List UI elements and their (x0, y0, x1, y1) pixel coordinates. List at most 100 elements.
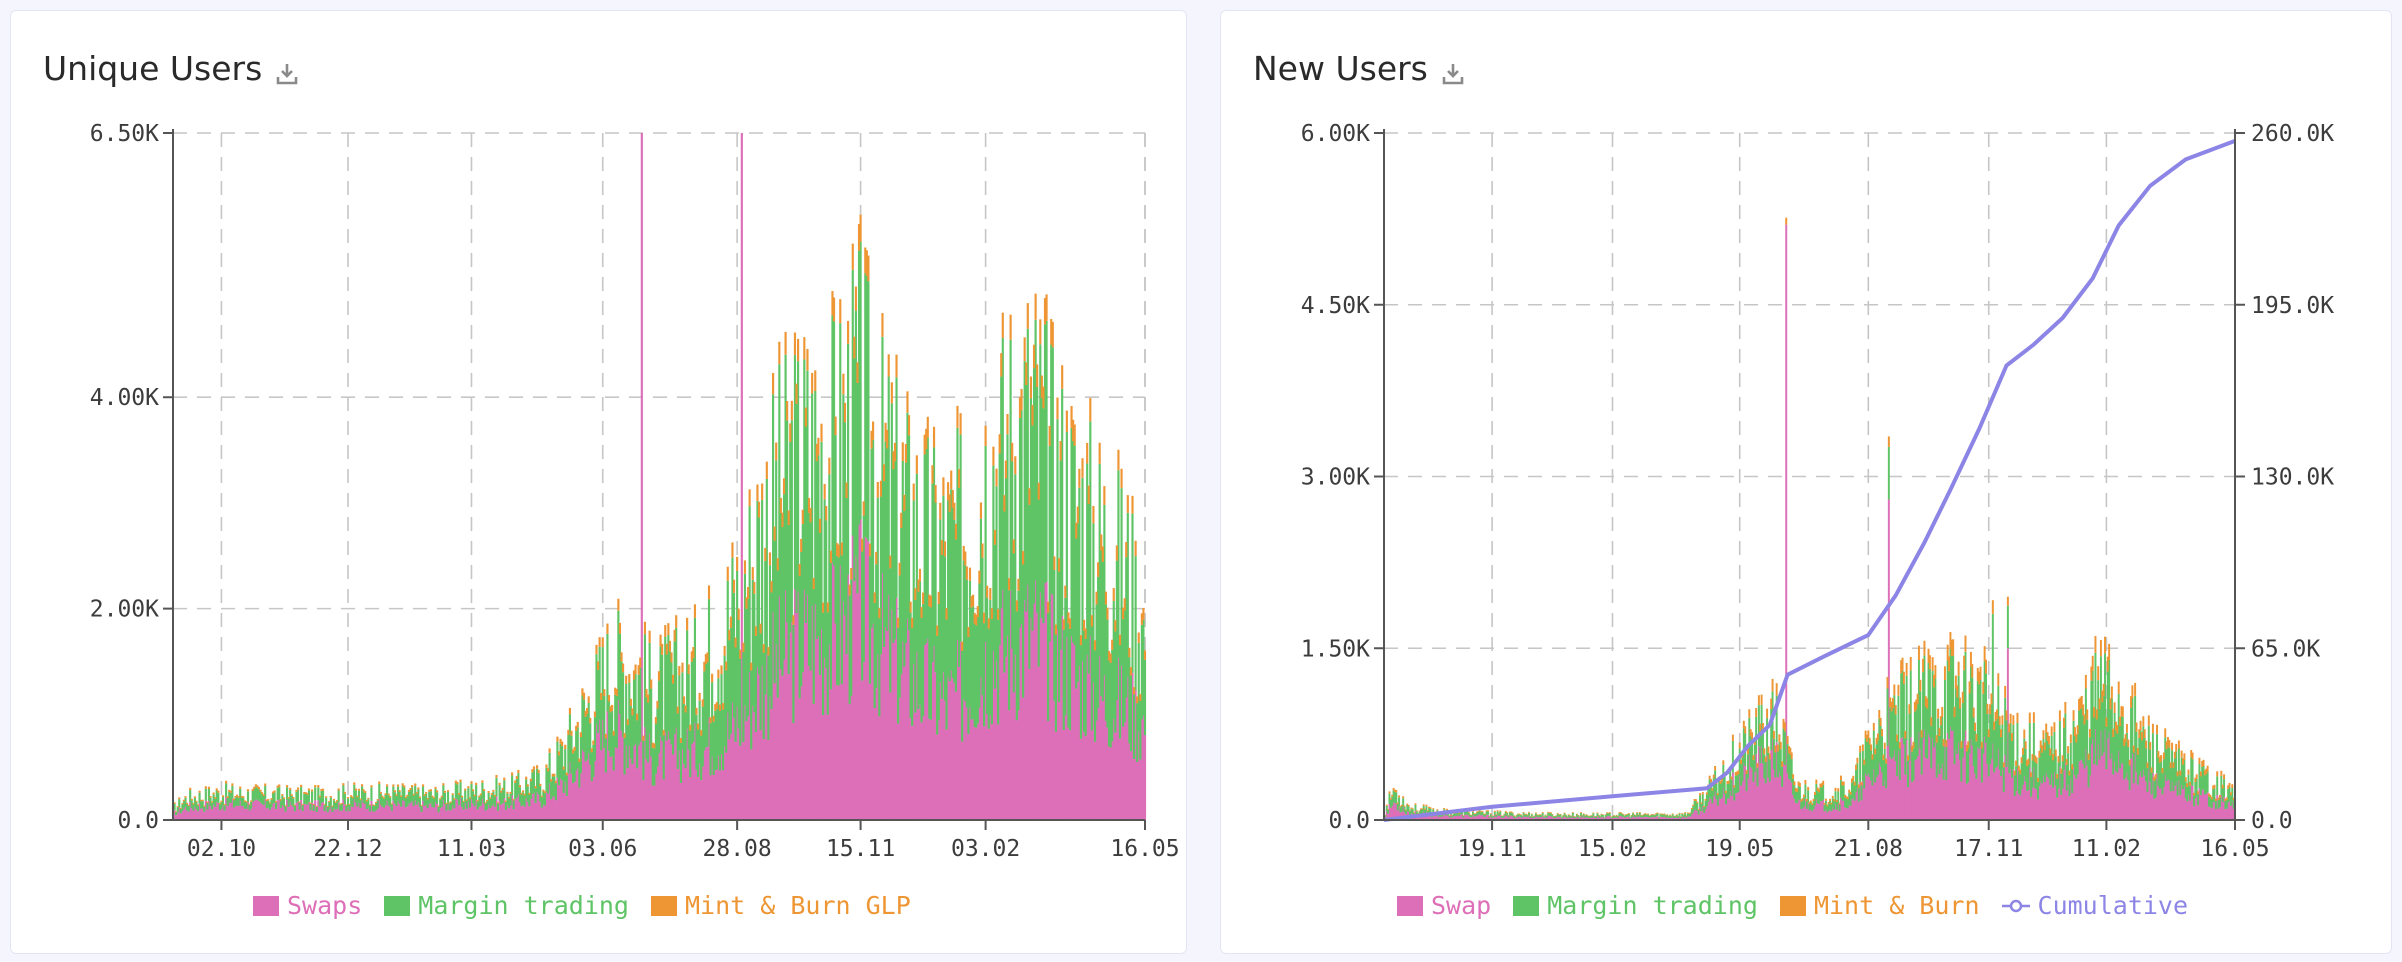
bar-segment (628, 682, 631, 746)
bar-segment (2176, 771, 2179, 777)
bar-segment (626, 725, 629, 769)
bar-segment (2227, 785, 2230, 789)
bar-segment (1648, 817, 1651, 820)
bar-segment (1143, 735, 1147, 820)
bar-segment (853, 358, 856, 582)
bar-segment (2116, 733, 2119, 773)
bar-segment (242, 797, 245, 807)
bar-segment (2149, 742, 2152, 750)
bar-segment (2231, 801, 2234, 820)
legend-item-margin-trading[interactable]: Margin trading (1513, 891, 1758, 920)
bar-segment (354, 788, 357, 791)
bar-segment (348, 803, 351, 806)
bar-segment (1084, 638, 1087, 737)
bar-segment (651, 785, 654, 820)
bar-segment (1896, 741, 1899, 777)
bar-segment (453, 799, 456, 809)
bar-segment (1849, 794, 1852, 806)
bar-segment (1889, 756, 1892, 820)
bar-segment (987, 618, 990, 629)
bar-segment (1396, 803, 1399, 811)
bar-segment (1618, 812, 1621, 814)
bar-segment (306, 793, 309, 795)
bar-segment (228, 791, 231, 803)
bar-segment (1036, 364, 1039, 388)
bar-segment (1422, 804, 1425, 806)
bar-segment (2001, 715, 2004, 725)
bar-segment (1662, 814, 1665, 817)
bar-segment (521, 792, 525, 805)
bar-segment (1991, 743, 1994, 820)
bar-segment (1664, 814, 1667, 816)
bar-segment (2132, 752, 2135, 784)
bar-segment (511, 795, 514, 820)
legend-item-mint-burn-glp[interactable]: Mint & Burn GLP (650, 891, 911, 920)
bar-segment (1403, 805, 1406, 807)
bar-segment (929, 595, 932, 608)
bar-segment (256, 785, 259, 788)
bar-segment (434, 788, 437, 803)
download-icon[interactable] (1440, 56, 1466, 84)
bar-segment (204, 788, 207, 801)
legend-item-swaps[interactable]: Swaps (253, 891, 362, 920)
bar-segment (948, 494, 951, 512)
bar-segment (267, 800, 270, 808)
bar-segment (1025, 611, 1028, 820)
bar-segment (225, 783, 228, 798)
bar-segment (206, 801, 209, 803)
bar-segment (1001, 338, 1004, 590)
bar-segment (1820, 801, 1823, 820)
bar-segment (707, 599, 711, 718)
bar-segment (1507, 815, 1510, 816)
legend-item-margin-trading[interactable]: Margin trading (384, 891, 629, 920)
bar-segment (2101, 702, 2104, 756)
bar-segment (1760, 704, 1763, 747)
bar-segment (1618, 816, 1621, 820)
bar-segment (539, 801, 542, 820)
legend-item-swap[interactable]: Swap (1397, 891, 1491, 920)
bar-segment (443, 804, 446, 820)
bar-segment (787, 510, 790, 525)
bar-segment (496, 802, 500, 804)
download-icon[interactable] (274, 56, 300, 84)
bar-segment (1807, 786, 1810, 791)
bar-segment (2183, 753, 2186, 761)
bar-segment (253, 786, 256, 790)
bar-segment (1956, 697, 1959, 754)
bar-segment (1393, 803, 1396, 820)
bar-segment (1465, 811, 1468, 815)
bar-segment (1883, 742, 1886, 749)
bar-segment (1517, 814, 1520, 817)
bar-segment (643, 621, 647, 635)
bar-segment (2165, 780, 2168, 820)
bar-segment (1123, 610, 1126, 723)
bar-segment (962, 560, 965, 700)
bar-segment (764, 694, 767, 820)
bar-segment (1985, 742, 1987, 820)
bar-segment (531, 772, 534, 795)
bar-segment (2171, 750, 2174, 782)
bar-segment (2164, 728, 2167, 738)
bar-segment (1986, 703, 1989, 714)
bar-segment (1681, 813, 1684, 817)
bar-segment (1619, 815, 1622, 820)
bar-segment (1923, 640, 1926, 656)
bar-segment (1619, 812, 1622, 813)
bar-segment (2202, 789, 2205, 820)
bar-segment (262, 794, 265, 796)
legend-item-cumulative[interactable]: Cumulative (2001, 891, 2188, 920)
bar-segment (2031, 787, 2034, 820)
bar-segment (1517, 813, 1520, 815)
bar-segment (781, 527, 784, 676)
legend-item-mint-burn[interactable]: Mint & Burn (1779, 891, 1980, 920)
bar-segment (2145, 740, 2148, 749)
bar-segment (2019, 769, 2022, 775)
bar-segment (1722, 760, 1725, 765)
bar-segment (1818, 803, 1821, 820)
bar-segment (503, 777, 506, 781)
bar-segment (1671, 816, 1674, 820)
bar-segment (1994, 767, 1997, 820)
bar-segment (2102, 696, 2105, 753)
bar-segment (634, 743, 637, 820)
bar-segment (1415, 811, 1418, 815)
